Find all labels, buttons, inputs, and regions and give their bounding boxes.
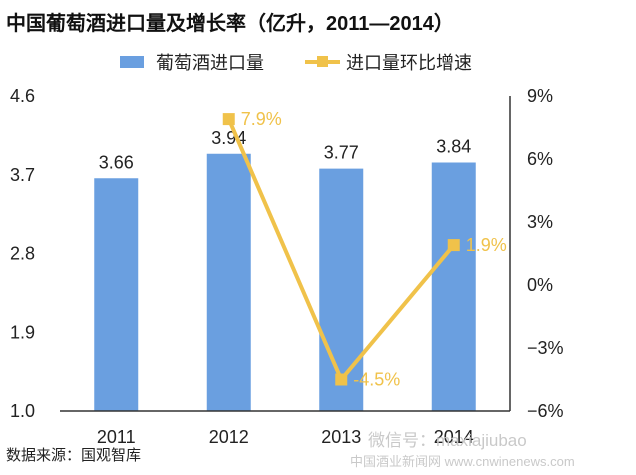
y-left-tick-label: 1.9 — [10, 322, 35, 342]
bar-data-label: 3.66 — [99, 152, 134, 172]
line-marker — [447, 239, 460, 252]
y-right-tick-label: 3% — [527, 212, 553, 232]
line-marker — [335, 373, 348, 386]
line-marker — [222, 113, 235, 126]
legend-swatch-bar — [120, 56, 144, 68]
x-tick-label: 2013 — [321, 427, 361, 447]
x-tick-label: 2011 — [97, 427, 136, 447]
y-left-tick-label: 3.7 — [10, 165, 35, 185]
line-data-label: -4.5% — [353, 370, 400, 390]
y-right-tick-label: 6% — [527, 149, 553, 169]
watermark-site: 中国酒业新闻网 www.cnwinenews.com — [350, 454, 575, 469]
line-data-label: 7.9% — [241, 109, 282, 129]
line-series: 7.9% -4.5% 1.9% — [222, 109, 507, 390]
y-right-axis: 9% 6% 3% 0% −3% −6% — [527, 86, 564, 421]
y-left-tick-label: 2.8 — [10, 244, 35, 264]
y-left-tick-label: 4.6 — [10, 86, 35, 106]
bar-series: 3.663.943.77 3.84 — [94, 128, 476, 411]
source-note: 数据来源：国观智库 — [6, 446, 141, 464]
x-axis: 2011 2012 2013 2014 — [97, 427, 474, 447]
bar-data-label: 3.84 — [436, 137, 471, 157]
legend-label-bar: 葡萄酒进口量 — [156, 53, 264, 73]
line-data-label: 1.9% — [466, 235, 507, 255]
chart-title: 中国葡萄酒进口量及增长率（亿升，2011—2014） — [6, 11, 454, 35]
y-right-tick-label: −6% — [527, 401, 564, 421]
x-tick-label: 2014 — [434, 427, 474, 447]
bar — [94, 178, 139, 411]
y-right-tick-label: −3% — [527, 338, 564, 358]
watermark-wechat: 微信号：maxiajiubao — [368, 431, 527, 450]
y-right-tick-label: 9% — [527, 86, 553, 106]
bar-data-label: 3.77 — [324, 143, 359, 163]
bar — [319, 168, 364, 411]
bar — [431, 162, 476, 411]
y-left-tick-label: 1.0 — [10, 401, 35, 421]
x-tick-label: 2012 — [209, 427, 249, 447]
legend: 葡萄酒进口量 进口量环比增速 — [120, 53, 472, 73]
y-left-axis: 1.0 1.9 2.8 3.7 4.6 — [10, 86, 35, 421]
legend-swatch-marker — [317, 56, 328, 67]
y-right-tick-label: 0% — [527, 275, 553, 295]
legend-label-line: 进口量环比增速 — [346, 53, 472, 73]
bar — [206, 153, 251, 411]
